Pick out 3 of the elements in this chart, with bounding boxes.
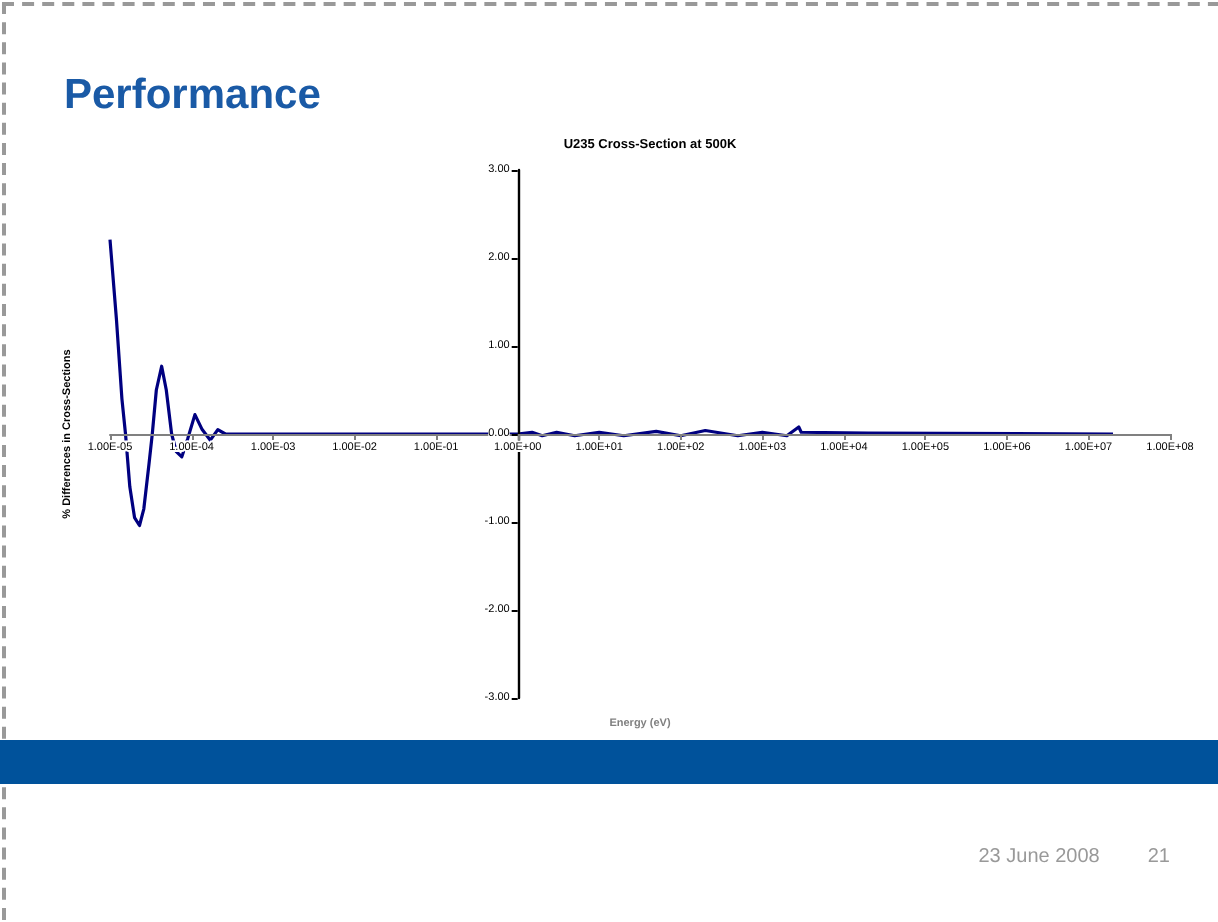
text: 23 June 2008 <box>978 846 1100 868</box>
text: 21 <box>1147 846 1170 868</box>
chart-title: Performance <box>64 72 321 118</box>
